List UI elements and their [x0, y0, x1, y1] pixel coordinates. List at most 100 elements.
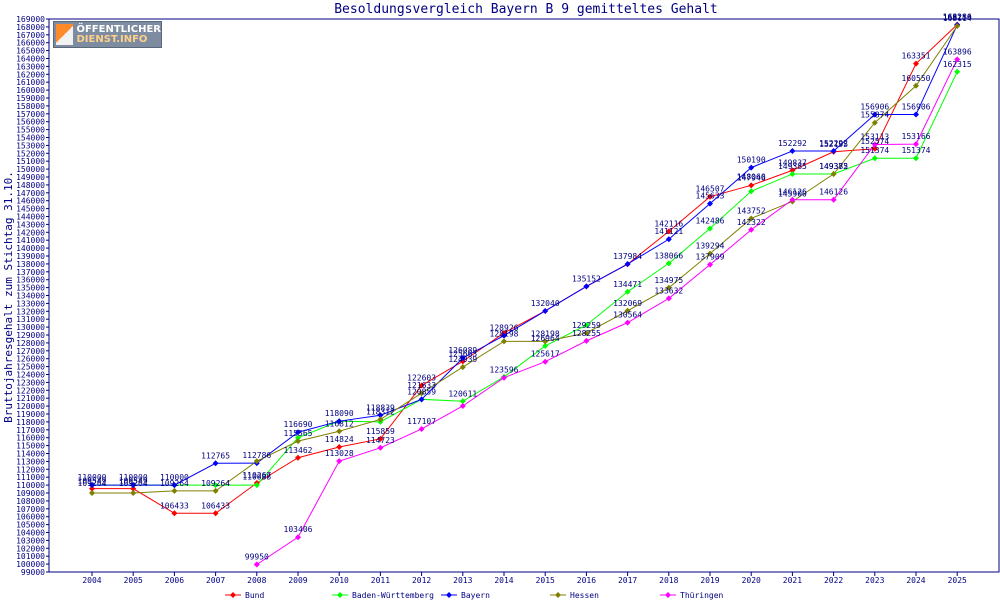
- y-tick-label: 157000: [16, 110, 45, 119]
- data-point-bund: [707, 193, 713, 200]
- data-point-hessen: [130, 490, 137, 496]
- y-tick-label: 117000: [16, 426, 45, 435]
- data-point-baden-w-rttemberg: [212, 482, 219, 489]
- y-tick-label: 159000: [16, 94, 45, 103]
- data-point-th-ringen: [253, 561, 260, 568]
- data-label: 110000: [119, 473, 148, 482]
- data-label: 142486: [696, 216, 725, 225]
- data-label: 130564: [613, 311, 642, 320]
- data-label: 126964: [531, 334, 560, 343]
- chart-title: Besoldungsvergleich Bayern B 9 gemittelt…: [334, 2, 718, 17]
- legend-marker-baden-w-rttemberg: [337, 592, 343, 598]
- data-point-bayern: [295, 429, 301, 436]
- data-point-hessen: [418, 390, 425, 397]
- y-tick-label: 164000: [16, 55, 45, 64]
- data-label: 149385: [819, 162, 848, 171]
- y-tick-label: 147000: [16, 189, 45, 198]
- x-tick-label: 2016: [577, 576, 596, 585]
- y-tick-label: 120000: [16, 402, 45, 411]
- y-tick-label: 113000: [16, 457, 45, 466]
- y-tick-label: 135000: [16, 284, 45, 293]
- data-label: 149385: [778, 162, 807, 171]
- data-point-th-ringen: [542, 358, 549, 365]
- x-tick-label: 2020: [742, 576, 761, 585]
- data-point-hessen: [459, 364, 466, 371]
- y-tick-label: 166000: [16, 39, 45, 48]
- data-point-bund: [377, 435, 384, 442]
- data-label: 150190: [737, 156, 766, 165]
- y-tick-label: 108000: [16, 497, 45, 506]
- data-label: 112765: [201, 451, 230, 460]
- data-point-bund: [336, 443, 343, 450]
- data-label: 135152: [572, 274, 601, 283]
- y-tick-label: 148000: [16, 181, 45, 190]
- data-point-bund: [171, 510, 178, 517]
- data-label: 163351: [902, 52, 931, 61]
- data-label: 116690: [284, 420, 313, 429]
- data-label: 129259: [572, 321, 601, 330]
- data-label: 138066: [654, 251, 683, 260]
- y-tick-label: 119000: [16, 410, 45, 419]
- data-point-hessen: [954, 22, 961, 29]
- legend-label-bund: Bund: [245, 591, 264, 600]
- y-tick-label: 107000: [16, 505, 45, 514]
- legend-marker-bund: [230, 592, 236, 598]
- data-label: 125663: [448, 349, 477, 358]
- y-tick-label: 101000: [16, 552, 45, 561]
- data-label: 109549: [119, 477, 148, 486]
- data-point-baden-w-rttemberg: [542, 342, 549, 349]
- y-tick-label: 134000: [16, 292, 45, 301]
- y-tick-label: 123000: [16, 378, 45, 387]
- y-tick-label: 154000: [16, 134, 45, 143]
- data-point-th-ringen: [377, 444, 384, 451]
- data-label: 152195: [819, 140, 848, 149]
- x-tick-label: 2010: [330, 576, 349, 585]
- y-tick-label: 116000: [16, 434, 45, 443]
- x-tick-label: 2017: [618, 576, 637, 585]
- data-point-baden-w-rttemberg: [871, 155, 878, 162]
- data-point-bayern: [377, 412, 384, 419]
- data-point-th-ringen: [459, 402, 466, 409]
- y-tick-label: 158000: [16, 102, 45, 111]
- series-line-bund: [92, 24, 958, 514]
- data-label: 146126: [819, 188, 848, 197]
- data-point-bayern: [624, 261, 631, 268]
- y-tick-label: 168000: [16, 23, 45, 32]
- data-label: 128926: [490, 324, 519, 333]
- y-tick-label: 150000: [16, 165, 45, 174]
- data-label: 152292: [819, 139, 848, 148]
- data-point-th-ringen: [418, 425, 425, 432]
- data-label: 116812: [325, 419, 354, 428]
- y-tick-label: 129000: [16, 331, 45, 340]
- data-label: 155874: [860, 111, 889, 120]
- data-label: 121633: [407, 381, 436, 390]
- data-label: 125617: [531, 350, 560, 359]
- data-label: 142322: [737, 218, 766, 227]
- data-point-hessen: [665, 284, 672, 291]
- data-point-baden-w-rttemberg: [748, 188, 755, 195]
- y-axis-label: Bruttojahresgehalt zum Stichtag 31.10.: [2, 171, 15, 423]
- data-label: 109264: [119, 479, 148, 488]
- x-tick-label: 2005: [124, 576, 143, 585]
- y-tick-label: 140000: [16, 244, 45, 253]
- data-point-bayern: [418, 396, 425, 403]
- data-point-hessen: [748, 215, 755, 222]
- data-point-hessen: [501, 338, 507, 345]
- data-label: 151374: [860, 146, 889, 155]
- y-tick-label: 138000: [16, 260, 45, 269]
- data-label: 118312: [366, 407, 395, 416]
- legend-marker-bayern: [446, 592, 452, 598]
- y-tick-label: 146000: [16, 197, 45, 206]
- y-tick-label: 115000: [16, 442, 45, 451]
- data-point-bayern: [89, 482, 95, 489]
- y-tick-label: 103000: [16, 536, 45, 545]
- x-tick-label: 2014: [494, 576, 513, 585]
- y-tick-label: 149000: [16, 173, 45, 182]
- data-point-th-ringen: [583, 337, 590, 344]
- series-lines: [92, 24, 958, 565]
- data-point-hessen: [377, 416, 384, 423]
- data-label: 160550: [902, 74, 931, 83]
- data-point-bund: [748, 182, 755, 189]
- data-label: 99950: [245, 552, 269, 561]
- y-tick-label: 160000: [16, 86, 45, 95]
